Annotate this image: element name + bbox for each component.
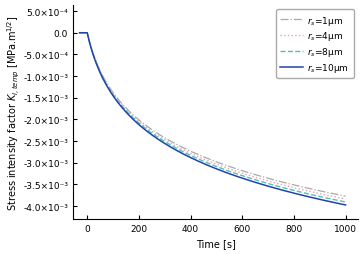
$r_s$=1μm (142, 123, 146, 126)
$r_s$=8μm (142, 126, 146, 129)
$r_s$=10μm (139, 125, 143, 129)
$r_s$=1μm (343, 195, 348, 198)
Line: $r_s$=8μm: $r_s$=8μm (79, 34, 345, 202)
$r_s$=4μm (142, 125, 146, 128)
$r_s$=8μm (139, 124, 143, 127)
$r_s$=1μm (341, 194, 345, 197)
$r_s$=4μm (77, 32, 82, 35)
$r_s$=4μm (341, 197, 345, 200)
$r_s$=1μm (141, 122, 145, 125)
$r_s$=4μm (197, 156, 201, 159)
$r_s$=8μm (343, 201, 348, 204)
$r_s$=8μm (341, 200, 345, 203)
$r_s$=1μm (139, 121, 143, 124)
Legend: $r_s$=1μm, $r_s$=4μm, $r_s$=8μm, $r_s$=10μm: $r_s$=1μm, $r_s$=4μm, $r_s$=8μm, $r_s$=1… (276, 10, 354, 79)
$r_s$=10μm (178, 151, 182, 154)
$r_s$=1μm (178, 145, 182, 148)
$r_s$=10μm (343, 204, 348, 207)
$r_s$=10μm (341, 203, 345, 206)
$r_s$=8μm (77, 32, 82, 35)
$r_s$=8μm (178, 149, 182, 152)
$r_s$=10μm (142, 128, 146, 131)
X-axis label: Time [s]: Time [s] (196, 239, 236, 248)
$r_s$=10μm (77, 32, 82, 35)
$r_s$=8μm (197, 158, 201, 161)
$r_s$=1μm (77, 32, 82, 35)
$r_s$=4μm (178, 147, 182, 150)
Line: $r_s$=1μm: $r_s$=1μm (79, 34, 345, 196)
Line: $r_s$=4μm: $r_s$=4μm (79, 34, 345, 199)
Y-axis label: Stress intensity factor $K_{I,temp}$ [MPa.m$^{1/2}$]: Stress intensity factor $K_{I,temp}$ [MP… (5, 15, 22, 210)
Line: $r_s$=10μm: $r_s$=10μm (79, 34, 345, 205)
$r_s$=8μm (141, 125, 145, 128)
$r_s$=4μm (141, 123, 145, 126)
$r_s$=10μm (197, 160, 201, 163)
$r_s$=10μm (141, 127, 145, 130)
$r_s$=4μm (343, 198, 348, 201)
$r_s$=1μm (197, 154, 201, 157)
$r_s$=4μm (139, 122, 143, 125)
